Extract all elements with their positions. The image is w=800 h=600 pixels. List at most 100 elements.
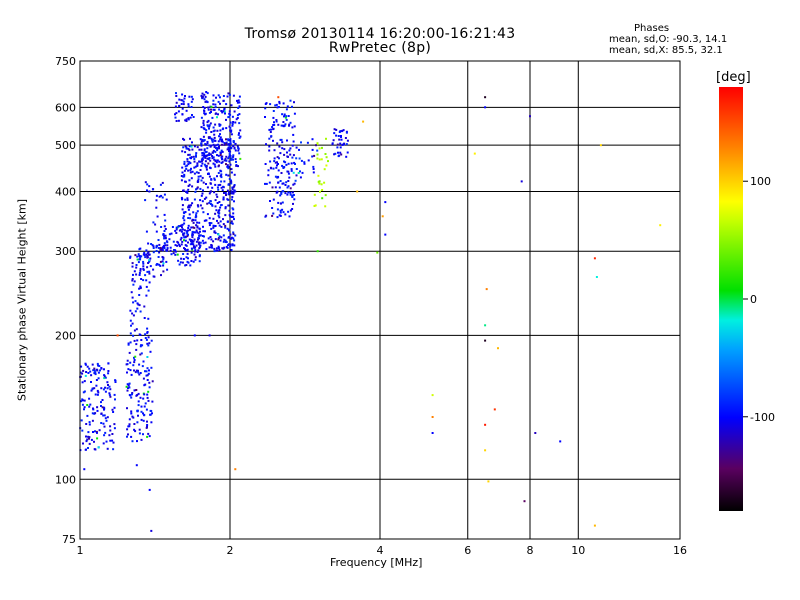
data-point <box>289 209 292 212</box>
data-point <box>97 377 100 380</box>
data-point <box>198 148 201 151</box>
data-point <box>213 225 216 228</box>
data-point <box>218 160 221 163</box>
data-point <box>484 423 487 426</box>
data-point <box>149 413 152 416</box>
data-point <box>235 164 238 167</box>
data-point <box>276 216 279 219</box>
data-point <box>135 389 138 391</box>
data-point <box>221 189 224 192</box>
data-point <box>147 251 150 254</box>
data-point <box>109 429 112 432</box>
data-point <box>197 171 200 174</box>
data-point <box>295 157 298 160</box>
data-point <box>201 158 204 161</box>
data-point <box>287 185 290 188</box>
data-point <box>264 116 266 118</box>
data-point <box>140 339 143 341</box>
data-point <box>269 200 271 202</box>
data-point <box>140 255 143 258</box>
data-point <box>316 143 319 146</box>
data-point <box>229 233 232 236</box>
data-point <box>156 263 159 266</box>
data-point <box>320 158 323 161</box>
data-point <box>202 181 205 184</box>
data-point <box>210 238 213 241</box>
data-point <box>113 427 116 430</box>
data-point <box>175 228 178 231</box>
data-point <box>289 153 292 156</box>
data-point <box>196 187 199 190</box>
data-point <box>213 191 216 194</box>
data-point <box>187 206 190 209</box>
data-point <box>224 224 227 227</box>
data-point <box>273 160 276 163</box>
data-point <box>88 442 91 445</box>
data-point <box>94 371 97 374</box>
data-point <box>384 233 387 236</box>
data-point <box>182 137 184 140</box>
data-point <box>362 120 365 123</box>
data-point <box>283 115 285 118</box>
data-point <box>200 126 203 129</box>
data-point <box>81 429 84 432</box>
data-point <box>93 367 96 370</box>
data-point <box>183 222 186 225</box>
data-point <box>307 159 310 162</box>
data-point <box>230 171 233 174</box>
data-point <box>88 423 91 426</box>
data-point <box>83 380 86 383</box>
data-point <box>214 212 217 215</box>
data-point <box>290 169 293 172</box>
data-point <box>200 144 203 147</box>
data-point <box>133 359 136 361</box>
data-point <box>196 221 199 224</box>
data-point <box>137 303 140 306</box>
data-point <box>197 232 200 235</box>
data-point <box>225 127 228 130</box>
data-point <box>201 92 204 95</box>
data-point <box>184 151 187 154</box>
data-point <box>208 124 211 127</box>
data-point <box>185 118 188 121</box>
data-point <box>95 384 98 387</box>
data-point <box>108 392 111 395</box>
data-point <box>183 247 185 250</box>
data-point <box>274 161 277 164</box>
data-point <box>209 166 211 169</box>
data-point <box>190 106 193 108</box>
data-point <box>225 155 228 158</box>
data-point <box>131 392 134 394</box>
data-point <box>293 101 295 104</box>
data-point <box>82 399 84 402</box>
data-point <box>195 240 198 243</box>
data-point <box>172 240 175 243</box>
data-point <box>135 369 138 372</box>
data-point <box>146 374 149 377</box>
data-point <box>146 256 149 259</box>
data-point <box>227 143 230 146</box>
data-point <box>190 95 193 98</box>
data-point <box>175 232 178 234</box>
data-point <box>220 156 223 159</box>
data-point <box>325 137 327 140</box>
data-point <box>155 250 158 252</box>
data-point <box>216 219 218 222</box>
data-point <box>133 428 136 431</box>
data-point <box>96 369 99 372</box>
data-point <box>181 204 184 207</box>
data-point <box>168 238 171 241</box>
data-point <box>230 158 233 161</box>
data-point <box>186 198 189 201</box>
data-point <box>339 142 342 145</box>
data-point <box>223 246 226 249</box>
data-point <box>204 241 207 244</box>
data-point <box>232 154 235 157</box>
data-point <box>133 423 136 425</box>
data-point <box>284 213 287 216</box>
data-point <box>201 152 204 154</box>
data-point <box>225 142 228 145</box>
data-point <box>216 147 219 150</box>
data-point <box>148 369 150 372</box>
data-point <box>141 344 144 347</box>
